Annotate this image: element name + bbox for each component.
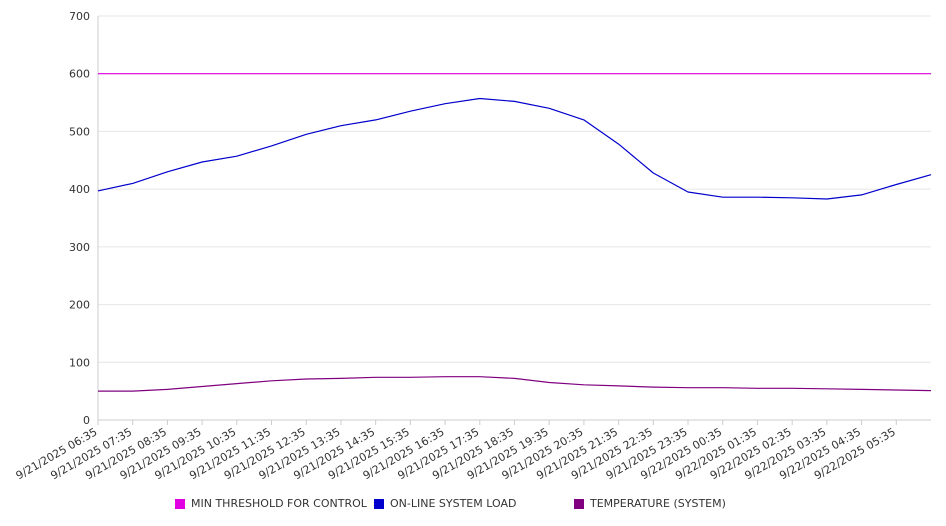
legend-item-system-load[interactable]: ON-LINE SYSTEM LOAD (374, 497, 516, 510)
legend-swatch-threshold (175, 498, 185, 509)
y-tick-label: 400 (69, 183, 90, 196)
legend-label-temperature: TEMPERATURE (SYSTEM) (590, 497, 726, 510)
y-tick-label: 500 (69, 125, 90, 138)
legend-label-threshold: MIN THRESHOLD FOR CONTROL (191, 497, 367, 510)
x-tick-labels: 9/21/2025 06:359/21/2025 07:359/21/2025 … (14, 425, 898, 482)
legend-item-threshold[interactable]: MIN THRESHOLD FOR CONTROL (175, 497, 367, 510)
legend-item-temperature[interactable]: TEMPERATURE (SYSTEM) (574, 497, 726, 510)
y-tick-label: 100 (69, 356, 90, 369)
y-tick-label: 600 (69, 68, 90, 81)
y-tick-label: 700 (69, 10, 90, 23)
legend-label-system-load: ON-LINE SYSTEM LOAD (390, 497, 517, 510)
legend: MIN THRESHOLD FOR CONTROL ON-LINE SYSTEM… (0, 497, 946, 517)
series-line-1 (97, 97, 932, 200)
series-lines (97, 73, 932, 392)
y-tick-label: 0 (83, 414, 90, 427)
series-line-2 (98, 376, 932, 392)
y-tick-label: 300 (69, 241, 90, 254)
legend-swatch-temperature (574, 498, 584, 509)
y-tick-label: 200 (69, 299, 90, 312)
y-tick-labels: 0 100 200 300 400 500 600 700 (69, 10, 90, 427)
legend-swatch-system-load (374, 498, 384, 509)
axes (97, 16, 931, 425)
grid-lines (98, 15, 931, 363)
